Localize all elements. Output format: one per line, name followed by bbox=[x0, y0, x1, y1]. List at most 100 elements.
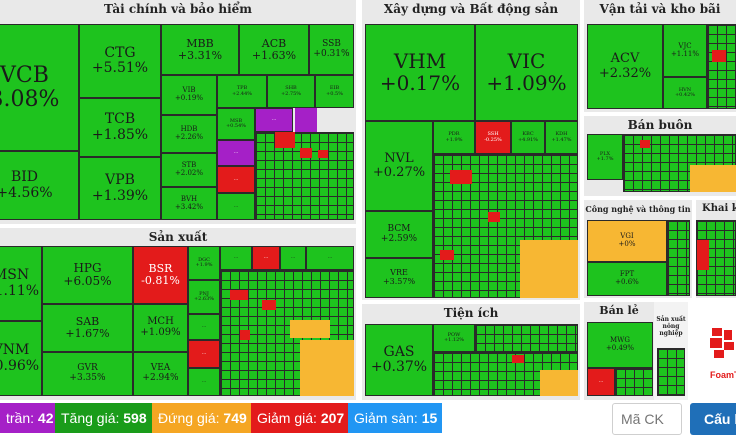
stock-tile-pow[interactable]: POW +1.12% bbox=[433, 324, 475, 352]
stock-tile-ceiling[interactable] bbox=[295, 108, 317, 132]
stock-tile-ceiling[interactable]: ... bbox=[255, 108, 293, 132]
stock-tile-small[interactable]: ... bbox=[220, 246, 252, 270]
legend-count: 207 bbox=[320, 410, 345, 426]
configure-button[interactable]: Cấu h bbox=[690, 403, 736, 435]
stock-tile-ctg[interactable]: CTG +5.51% bbox=[79, 24, 161, 98]
stock-tile-down[interactable]: ... bbox=[188, 340, 220, 368]
stock-tile-vhm[interactable]: VHM +0.17% bbox=[365, 24, 475, 121]
stock-tile-down[interactable] bbox=[318, 150, 328, 158]
stock-tile-bvh[interactable]: BVH +3.42% bbox=[161, 187, 217, 220]
stock-tile-vpb[interactable]: VPB +1.39% bbox=[79, 157, 161, 220]
legend-floor[interactable]: Giảm sàn: 15 bbox=[348, 403, 442, 433]
stock-tile-bcm[interactable]: BCM +2.59% bbox=[365, 211, 433, 258]
stock-tile-hvn[interactable]: HVN +0.42% bbox=[663, 77, 707, 109]
stock-tile-hdb[interactable]: HDB +2.26% bbox=[161, 115, 217, 153]
stock-tile-vea[interactable]: VEA +2.94% bbox=[133, 352, 188, 396]
stock-tile-gas[interactable]: GAS +0.37% bbox=[365, 324, 433, 396]
stock-grid-small[interactable] bbox=[667, 220, 690, 296]
stock-tile-small[interactable]: ... bbox=[306, 246, 354, 270]
stock-tile-down[interactable] bbox=[440, 250, 454, 260]
stock-tile-mwg[interactable]: MWG +0.49% bbox=[587, 322, 653, 368]
ticker: MSN bbox=[0, 267, 30, 284]
stock-tile-vib[interactable]: VIB +0.19% bbox=[161, 75, 217, 115]
stock-tile-mch[interactable]: MCH +1.09% bbox=[133, 304, 188, 352]
stock-grid-small[interactable] bbox=[657, 348, 685, 396]
stock-tile-down[interactable] bbox=[640, 140, 650, 148]
stock-tile-small[interactable]: ... bbox=[188, 368, 220, 396]
legend-label: trần: bbox=[6, 410, 35, 426]
stock-tile-down[interactable] bbox=[488, 212, 500, 222]
stock-tile-vre[interactable]: VRE +3.57% bbox=[365, 258, 433, 298]
stock-tile-ssh[interactable]: SSH -0.25% bbox=[475, 121, 511, 154]
stock-tile-msn[interactable]: MSN+1.11% bbox=[0, 246, 42, 321]
ticker: KBC bbox=[522, 131, 534, 138]
stock-tile-acv[interactable]: ACV +2.32% bbox=[587, 24, 663, 109]
stock-tile-kbc[interactable]: KBC +4.91% bbox=[511, 121, 545, 154]
stock-tile-down[interactable] bbox=[512, 355, 524, 363]
stock-tile-ref[interactable] bbox=[520, 240, 578, 298]
stock-tile-pnj[interactable]: PNJ +2.63% bbox=[188, 280, 220, 314]
stock-tile-fpt[interactable]: FPT +0.6% bbox=[587, 262, 667, 296]
stock-tile-down[interactable] bbox=[300, 148, 312, 158]
stock-tile-hpg[interactable]: HPG +6.05% bbox=[42, 246, 133, 304]
stock-tile-mbb[interactable]: MBB +3.31% bbox=[161, 24, 239, 75]
stock-grid-small[interactable] bbox=[707, 24, 736, 109]
stock-tile-ceiling[interactable]: ... bbox=[217, 140, 255, 166]
stock-tile-tcb[interactable]: TCB +1.85% bbox=[79, 98, 161, 157]
stock-tile-vcb[interactable]: VCB3.08% bbox=[0, 24, 79, 151]
stock-tile-bid[interactable]: BID +4.56% bbox=[0, 151, 79, 220]
ticker: DGC bbox=[198, 256, 210, 263]
stock-tile-ref[interactable] bbox=[540, 370, 578, 396]
stock-tile-small[interactable]: ... bbox=[188, 314, 220, 340]
stock-tile-shb[interactable]: SHB +2.75% bbox=[267, 75, 315, 108]
change: +2.75% bbox=[280, 90, 302, 97]
stock-tile-down[interactable] bbox=[275, 132, 295, 148]
stock-tile-vgi[interactable]: VGI +0% bbox=[587, 220, 667, 262]
stock-tile-down[interactable] bbox=[240, 330, 250, 340]
stock-tile-ref[interactable] bbox=[690, 165, 736, 192]
legend-ceiling[interactable]: trần: 42 bbox=[0, 403, 55, 433]
stock-tile-tpb[interactable]: TPB +2.44% bbox=[217, 75, 267, 108]
stock-code-input[interactable] bbox=[612, 403, 682, 435]
stock-tile-down[interactable] bbox=[712, 50, 726, 62]
stock-tile-down[interactable]: ... bbox=[252, 246, 280, 270]
stock-tile-msb[interactable]: MSB +0.54% bbox=[217, 108, 255, 140]
stock-tile-kdh[interactable]: KDH +1.47% bbox=[545, 121, 578, 154]
stock-tile-down[interactable]: ... bbox=[217, 166, 255, 193]
stock-tile-eib[interactable]: EIB +0.5% bbox=[315, 75, 354, 108]
stock-tile-vic[interactable]: VIC +1.09% bbox=[475, 24, 578, 121]
stock-tile-ssb[interactable]: SSB +0.31% bbox=[309, 24, 354, 75]
stock-tile-down[interactable] bbox=[697, 240, 709, 270]
stock-tile-down[interactable] bbox=[230, 290, 248, 300]
stock-tile-pdr[interactable]: PDR +1.9% bbox=[433, 121, 475, 154]
stock-tile-small[interactable]: ... bbox=[217, 193, 255, 220]
ticker: STB bbox=[181, 161, 197, 170]
stock-tile-nvl[interactable]: NVL +0.27% bbox=[365, 121, 433, 211]
stock-tile-dgc[interactable]: DGC +1.9% bbox=[188, 246, 220, 280]
stock-tile-down[interactable] bbox=[450, 170, 472, 184]
stock-tile-stb[interactable]: STB +2.02% bbox=[161, 153, 217, 187]
stock-tile-gvr[interactable]: GVR +3.35% bbox=[42, 352, 133, 396]
stock-tile-bsr[interactable]: BSR -0.81% bbox=[133, 246, 188, 304]
stock-grid-small[interactable] bbox=[615, 368, 653, 396]
stock-grid-small[interactable] bbox=[475, 324, 578, 352]
stock-tile-vnm[interactable]: VNM+0.96% bbox=[0, 321, 42, 396]
change: +2.26% bbox=[174, 133, 204, 141]
stock-tile-small[interactable]: ... bbox=[280, 246, 306, 270]
stock-tile-ref[interactable] bbox=[300, 340, 354, 396]
stock-tile-vjc[interactable]: VJC +1.11% bbox=[663, 24, 707, 77]
stock-tile-down[interactable] bbox=[262, 300, 276, 310]
stock-grid-small[interactable] bbox=[255, 132, 354, 220]
legend-up[interactable]: Tăng giá: 598 bbox=[55, 403, 152, 433]
change: +3.57% bbox=[382, 277, 416, 286]
legend-unchanged[interactable]: Đứng giá: 749 bbox=[152, 403, 251, 433]
ticker: MSB bbox=[229, 117, 243, 124]
stock-tile-ref[interactable] bbox=[290, 320, 330, 338]
stock-tile-acb[interactable]: ACB +1.63% bbox=[239, 24, 309, 75]
stock-tile-plx[interactable]: PLX +1.7% bbox=[587, 134, 623, 180]
ticker: VIC bbox=[507, 48, 546, 73]
legend-down[interactable]: Giảm giá: 207 bbox=[251, 403, 348, 433]
stock-tile-sab[interactable]: SAB +1.67% bbox=[42, 304, 133, 352]
stock-tile-down[interactable]: ... bbox=[587, 368, 615, 396]
change: +0% bbox=[618, 240, 636, 248]
